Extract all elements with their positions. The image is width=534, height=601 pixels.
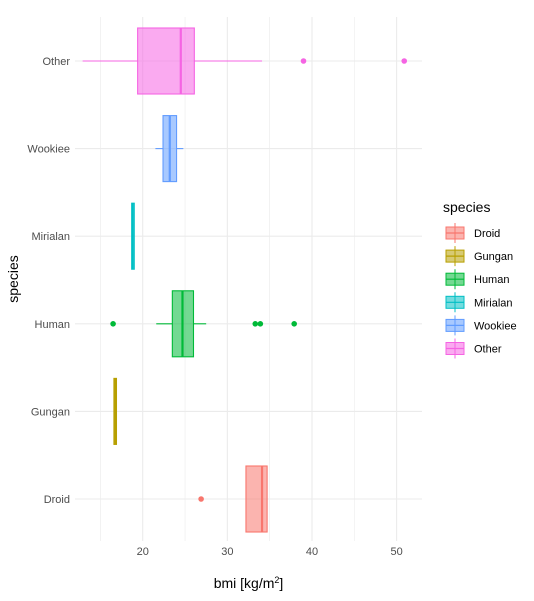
box-iqr [137, 27, 195, 95]
legend-label: Other [474, 344, 502, 356]
x-tick-label: 30 [221, 546, 233, 558]
y-tick-label: Mirialan [31, 231, 70, 243]
legend-label: Human [474, 274, 509, 286]
legend-item: Droid [445, 223, 500, 243]
y-tick-label: Other [42, 56, 70, 68]
legend-item: Human [445, 269, 509, 290]
outlier-point [257, 321, 264, 327]
legend-item: Other [445, 338, 502, 359]
outlier-point [198, 496, 204, 502]
box-gungan [113, 377, 118, 445]
legend-label: Wookiee [474, 320, 517, 332]
legend: species Droid Gungan Human Mirialan Wookiee Ot… [443, 199, 517, 359]
x-tick-label: 50 [390, 546, 402, 558]
grid-lines [75, 17, 422, 541]
x-tick-label: 20 [137, 546, 149, 558]
y-tick-label: Human [35, 319, 70, 331]
legend-item: Mirialan [445, 292, 513, 313]
x-tick-label: 40 [306, 546, 318, 558]
outlier-point [300, 58, 307, 64]
legend-label: Droid [474, 228, 500, 240]
y-tick-label: Gungan [31, 406, 70, 418]
legend-title: species [443, 199, 490, 215]
legend-item: Wookiee [445, 315, 517, 336]
y-axis-title: species [5, 255, 21, 302]
y-tick-label: Droid [44, 494, 70, 506]
legend-label: Gungan [474, 251, 513, 263]
legend-label: Mirialan [474, 297, 513, 309]
box-mirialan [131, 202, 135, 270]
y-tick-label: Wookiee [27, 144, 70, 156]
outlier-point [110, 321, 116, 327]
box-iqr [245, 465, 268, 533]
outlier-point [252, 321, 259, 327]
box-human [110, 290, 298, 358]
legend-item: Gungan [445, 246, 513, 267]
box-droid [198, 465, 268, 533]
x-axis-title: bmi [kg/m2] [214, 575, 284, 591]
box-wookiee [155, 115, 184, 183]
box-other [82, 27, 408, 95]
outlier-point [291, 321, 298, 327]
outlier-point [401, 58, 408, 64]
